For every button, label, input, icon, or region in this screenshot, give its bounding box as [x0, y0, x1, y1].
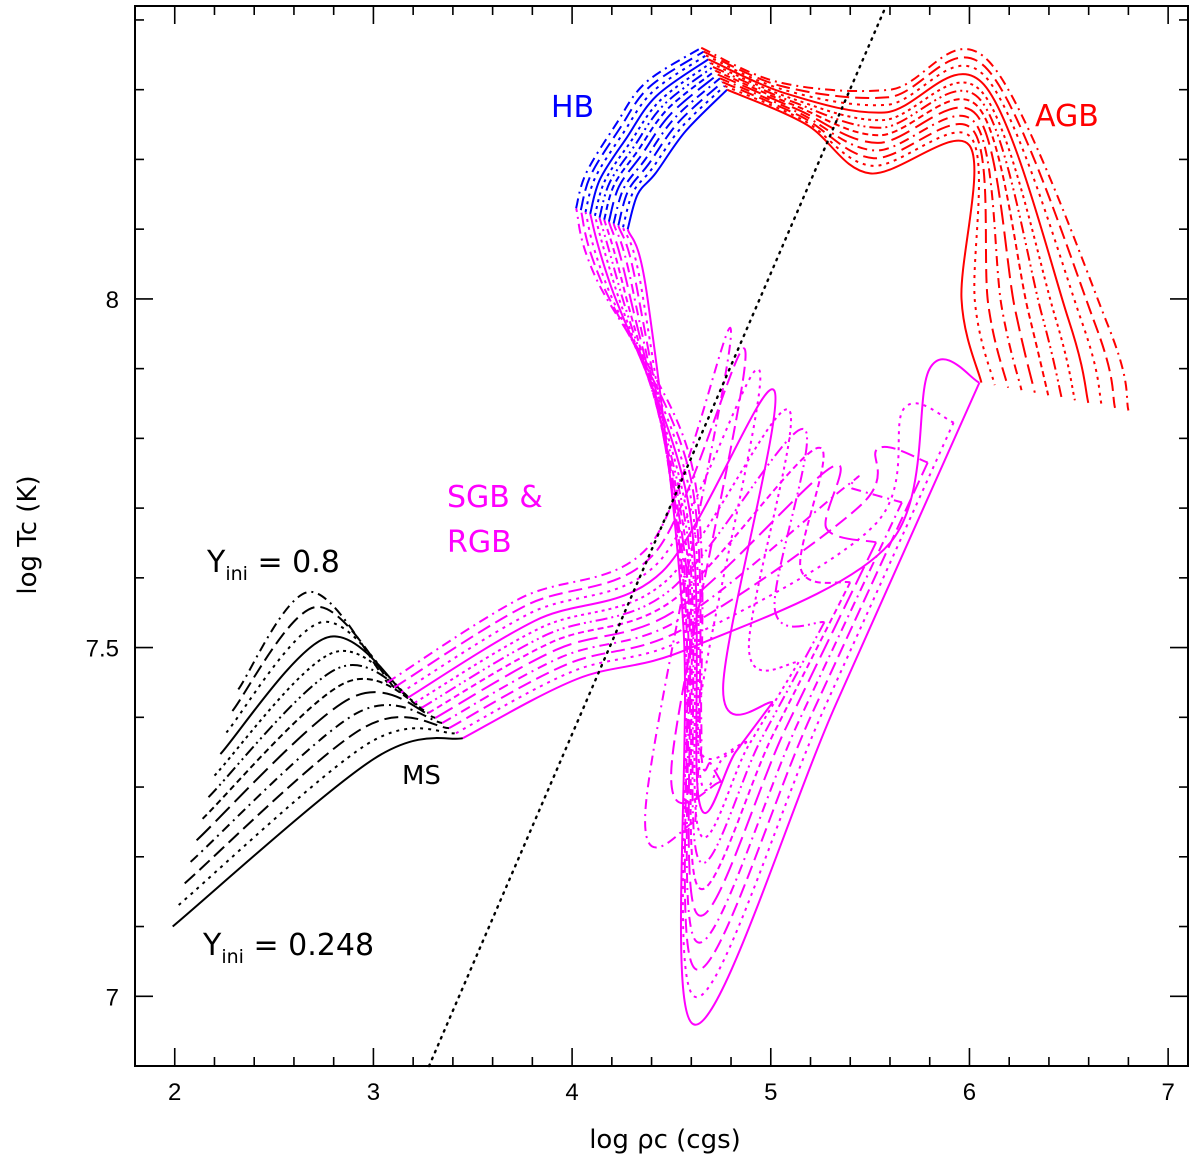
annotation-yini-low: Yini = 0.248: [202, 928, 374, 968]
annotation-yini-low-rest: = 0.248: [244, 928, 374, 963]
ms-track: [213, 649, 416, 777]
rgb-track: [400, 367, 762, 760]
evolutionary-tracks: [172, 46, 1130, 1026]
flash-track: [593, 215, 800, 839]
annotation-yini-high-base: Y: [206, 545, 226, 580]
annotation-yini-low-sub: ini: [221, 946, 244, 968]
flash-track: [603, 219, 852, 890]
hb-track: [579, 50, 705, 211]
x-tick-label: 2: [168, 1079, 181, 1106]
rgb-track: [393, 347, 747, 805]
hb-track: [617, 81, 724, 226]
ms-track: [219, 635, 409, 755]
x-axis-label: log ρc (cgs): [589, 1125, 741, 1155]
rgb-track: [462, 358, 980, 740]
annotation-ms: MS: [402, 761, 441, 791]
agb-track: [724, 84, 996, 386]
hb-track: [584, 54, 707, 213]
annotation-yini-high: Yini = 0.8: [206, 545, 340, 585]
flash-track: [607, 221, 877, 917]
y-tick-label: 7.5: [86, 636, 119, 663]
agb-track: [714, 69, 1050, 396]
reference-dotted-line: [427, 4, 888, 1068]
rgb-track: [386, 326, 733, 849]
y-axis-label: log Tc (K): [13, 475, 43, 594]
agb-track: [719, 77, 1023, 391]
rgb-track: [455, 402, 955, 735]
plot-frame: [134, 5, 1189, 1067]
flash-track: [598, 217, 826, 865]
agb-track: [703, 50, 1116, 409]
annotation-agb: AGB: [1035, 99, 1099, 134]
ms-track: [237, 590, 389, 690]
agb-track: [726, 88, 983, 383]
y-tick-labels: 77.58: [86, 287, 119, 1011]
x-tick-labels: 2 3 4 5 6 7: [168, 1079, 1175, 1106]
flash-track: [584, 211, 748, 792]
agb-track: [721, 81, 1010, 388]
annotation-rgb: RGB: [447, 525, 512, 560]
ms-track: [184, 716, 450, 885]
ms-track: [201, 677, 429, 820]
flash-track: [579, 209, 722, 783]
ms-track: [195, 691, 436, 842]
rgb-track: [434, 464, 877, 719]
ms-track: [189, 703, 443, 863]
y-tick-label: 7: [106, 984, 119, 1011]
flash-track: [612, 223, 903, 944]
rgb-track: [407, 388, 777, 716]
annotation-sgb: SGB &: [447, 480, 543, 515]
flash-track: [622, 226, 955, 999]
y-tick-label: 8: [106, 287, 119, 314]
x-tick-label: 7: [1161, 1079, 1174, 1106]
ms-track: [231, 605, 395, 712]
axis-ticks: [134, 6, 1188, 1067]
agb-track: [710, 62, 1076, 401]
hb-track: [612, 77, 721, 224]
annotation-hb: HB: [551, 90, 594, 125]
hb-track: [603, 69, 716, 220]
x-tick-label: 6: [963, 1079, 976, 1106]
agb-track: [705, 54, 1103, 406]
annotation-yini-high-rest: = 0.8: [248, 545, 340, 580]
ms-track: [225, 620, 402, 734]
agb-track: [717, 73, 1036, 393]
x-tick-label: 4: [565, 1079, 578, 1106]
agb-track: [712, 65, 1063, 399]
annotation-yini-high-sub: ini: [225, 563, 248, 585]
rgb-track: [427, 446, 851, 714]
hb-track: [626, 88, 728, 230]
annotation-yini-low-base: Y: [202, 928, 222, 963]
rgb-track: [441, 475, 903, 724]
hb-track: [622, 85, 726, 228]
hb-track: [589, 58, 709, 215]
agb-track: [700, 46, 1130, 411]
flash-track: [626, 228, 981, 1026]
rgb-track: [421, 427, 825, 709]
hb-track: [607, 73, 719, 222]
agb-track: [707, 58, 1090, 404]
hb-track: [598, 66, 714, 218]
x-tick-label: 3: [367, 1079, 380, 1106]
hb-track: [575, 46, 702, 209]
x-tick-label: 5: [764, 1079, 777, 1106]
ms-track: [172, 737, 464, 928]
flash-track: [617, 225, 929, 971]
